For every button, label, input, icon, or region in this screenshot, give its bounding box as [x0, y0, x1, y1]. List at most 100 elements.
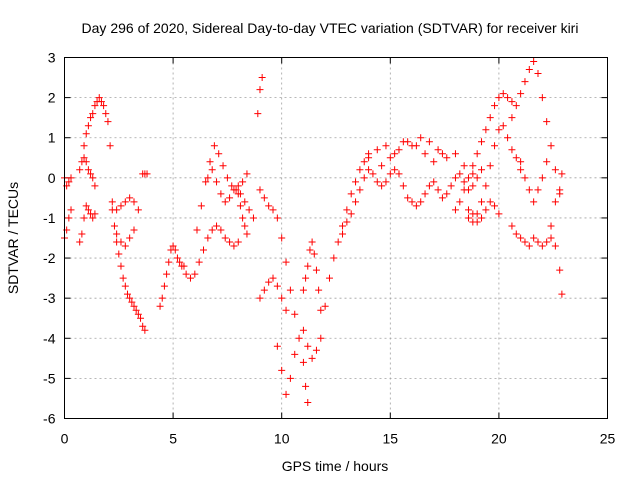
series-arc-i	[139, 170, 151, 178]
series-arc-a	[61, 206, 75, 242]
data-point	[234, 182, 242, 190]
data-point	[525, 242, 533, 250]
data-point	[87, 114, 95, 122]
data-point	[208, 166, 216, 174]
data-point	[119, 274, 127, 282]
data-point	[512, 154, 520, 162]
data-point	[325, 274, 333, 282]
data-point	[534, 186, 542, 194]
data-point	[478, 138, 486, 146]
data-point	[530, 198, 538, 206]
series-arc-h	[113, 226, 138, 250]
data-point	[126, 194, 134, 202]
series-arc-y	[464, 122, 525, 226]
data-point	[534, 70, 542, 78]
data-point	[412, 202, 420, 210]
data-point	[425, 182, 433, 190]
data-point	[89, 110, 97, 118]
data-point	[223, 174, 231, 182]
data-point	[321, 302, 329, 310]
data-point	[89, 174, 97, 182]
data-point	[130, 302, 138, 310]
data-point	[308, 354, 316, 362]
series-arc-g	[108, 194, 142, 214]
y-tick-label: -5	[43, 370, 56, 386]
data-point	[469, 162, 477, 170]
data-point	[230, 242, 238, 250]
data-point	[143, 170, 151, 178]
data-point	[186, 274, 194, 282]
data-point	[386, 170, 394, 178]
data-point	[317, 334, 325, 342]
x-axis-label: GPS time / hours	[282, 458, 389, 474]
series-arc-b	[61, 174, 75, 190]
data-point	[65, 214, 73, 222]
series-arc-k	[182, 222, 242, 282]
data-point	[108, 198, 116, 206]
x-tick-label: 20	[491, 431, 507, 447]
series-arc-p	[256, 186, 312, 406]
data-point	[434, 186, 442, 194]
data-point	[486, 198, 494, 206]
data-point	[373, 178, 381, 186]
data-point	[132, 306, 140, 314]
data-point	[443, 154, 451, 162]
data-point	[113, 230, 121, 238]
data-point	[156, 302, 164, 310]
data-point	[360, 158, 368, 166]
series-arc-n	[234, 190, 251, 238]
data-point	[89, 214, 97, 222]
data-point	[456, 198, 464, 206]
data-point	[451, 174, 459, 182]
y-tick-label: -6	[43, 411, 56, 427]
data-point	[228, 182, 236, 190]
data-point	[365, 166, 373, 174]
data-point	[100, 102, 108, 110]
y-tick-label: -1	[43, 210, 56, 226]
data-point	[117, 262, 125, 270]
grid-layer	[64, 57, 608, 419]
data-point	[551, 242, 559, 250]
data-point	[517, 90, 525, 98]
data-point	[217, 190, 225, 198]
data-point	[226, 194, 234, 202]
data-point	[508, 146, 516, 154]
data-point	[273, 342, 281, 350]
data-point	[278, 234, 286, 242]
data-point	[217, 226, 225, 234]
data-point	[84, 122, 92, 130]
data-point	[278, 366, 286, 374]
y-tick-label: -4	[43, 330, 56, 346]
y-axis-label: SDTVAR / TECUs	[5, 182, 21, 294]
data-point	[451, 206, 459, 214]
data-point	[525, 186, 533, 194]
data-point	[302, 274, 310, 282]
data-point	[521, 238, 529, 246]
data-point	[469, 182, 477, 190]
data-point	[67, 206, 75, 214]
data-point	[193, 226, 201, 234]
data-point	[499, 90, 507, 98]
data-point	[91, 102, 99, 110]
data-point	[265, 202, 273, 210]
data-point	[556, 186, 564, 194]
data-point	[521, 174, 529, 182]
x-tick-label: 5	[169, 431, 177, 447]
data-point	[378, 162, 386, 170]
data-point	[165, 258, 173, 266]
data-point	[395, 170, 403, 178]
series-arc-f	[108, 206, 149, 334]
data-point	[399, 182, 407, 190]
data-point	[256, 186, 264, 194]
data-point	[517, 158, 525, 166]
data-point	[543, 118, 551, 126]
data-point	[382, 142, 390, 150]
data-point	[434, 146, 442, 154]
data-point	[421, 150, 429, 158]
data-point	[67, 174, 75, 182]
data-point	[241, 222, 249, 230]
data-point	[443, 190, 451, 198]
data-point	[256, 294, 264, 302]
plot-frame	[64, 57, 608, 419]
data-point	[417, 198, 425, 206]
